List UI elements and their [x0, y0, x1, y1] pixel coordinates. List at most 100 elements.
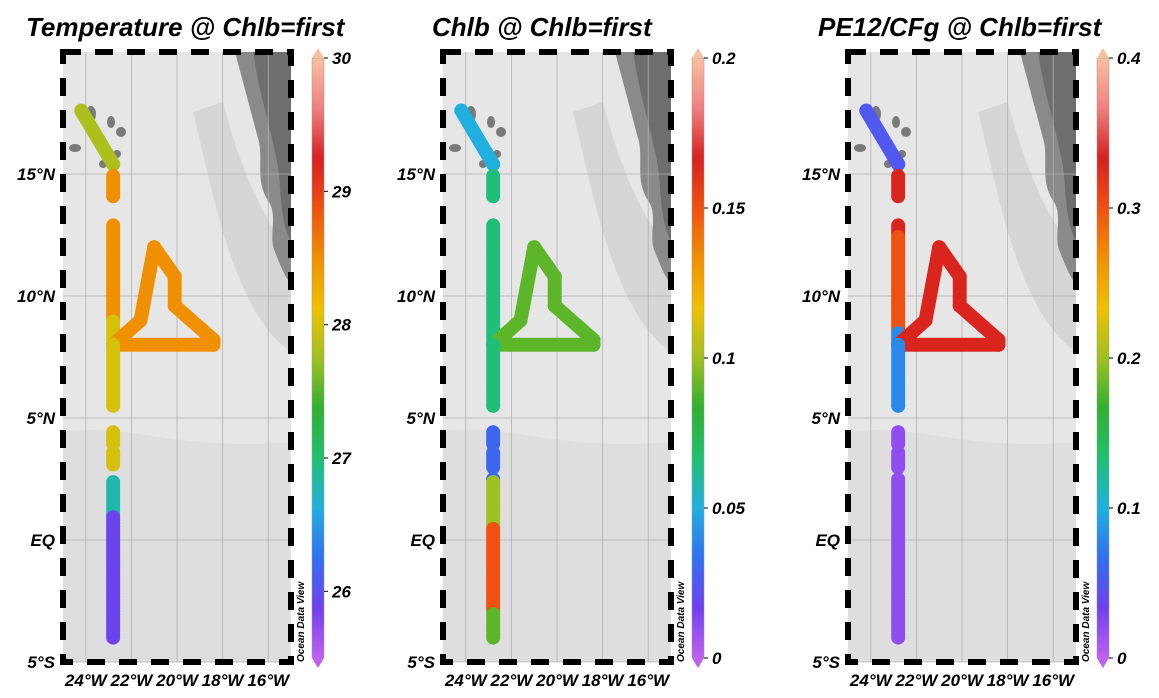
lat-tick-label: EQ [815, 531, 840, 550]
lon-tick-label: 24°W [849, 671, 894, 690]
track-point [106, 189, 121, 204]
colorbar-tick-label: 29 [331, 182, 351, 201]
track-point [106, 398, 121, 413]
track-point [486, 157, 501, 172]
lat-tick-label: 5°N [406, 409, 435, 428]
colorbar-gradient [311, 57, 325, 659]
colorbar-tick-label: 0.1 [1117, 499, 1141, 518]
track-point [891, 189, 906, 204]
panel-title: Chlb @ Chlb=first [432, 12, 653, 42]
colorbar-tick-label: 0.2 [1117, 349, 1141, 368]
panel-title: Temperature @ Chlb=first [26, 12, 346, 42]
lon-tick-label: 18°W [582, 671, 626, 690]
map-area: 15°N 10°N 5°N EQ 5°S 24°W 22°W 20°W 18°W 16°W [802, 49, 1079, 690]
colorbar: 0 0.1 0.2 0.3 0.4 [1096, 48, 1141, 668]
track-point [891, 157, 906, 172]
lon-tick-label: 20°W [155, 671, 200, 690]
colorbar-tick-label: 0.4 [1117, 49, 1141, 68]
map-frame [845, 49, 1079, 665]
colorbar: 26 27 28 29 30 [311, 48, 352, 668]
lon-tick-label: 20°W [535, 671, 580, 690]
track-point [486, 630, 501, 645]
lon-tick-label: 24°W [64, 671, 109, 690]
island [116, 127, 126, 137]
map-frame [60, 49, 294, 665]
colorbar: 0 0.05 0.1 0.15 0.2 [691, 48, 746, 668]
watermark-label: Ocean Data View [1081, 581, 1092, 662]
lat-tick-label: 5°S [407, 653, 435, 672]
bathymetry-shade [573, 102, 671, 352]
colorbar-tick-label: 28 [331, 316, 351, 335]
lat-tick-label: 10°N [17, 287, 56, 306]
colorbar-tick-label: 0.15 [712, 199, 746, 218]
coastline-land [633, 52, 671, 242]
colorbar-gradient [1096, 57, 1110, 659]
bathymetry-shade [193, 102, 291, 352]
lat-tick-label: 10°N [397, 287, 436, 306]
watermark-label: Ocean Data View [676, 581, 687, 662]
map-area: 15°N 10°N 5°N EQ 5°S 24°W 22°W 20°W 18°W 16°W [17, 49, 294, 690]
colorbar-tick-label: 0 [1117, 649, 1127, 668]
colorbar-gradient [691, 57, 705, 659]
track-point [891, 460, 906, 475]
lat-tick-label: 10°N [802, 287, 841, 306]
colorbar-tick-label: 30 [332, 49, 351, 68]
track-point [486, 398, 501, 413]
lon-tick-label: 16°W [247, 671, 291, 690]
colorbar-extend-top [1097, 48, 1109, 58]
watermark-label: Ocean Data View [296, 581, 307, 662]
island [892, 116, 900, 128]
lon-tick-label: 22°W [895, 671, 940, 690]
track-point [486, 189, 501, 204]
bathymetry-shade [978, 102, 1076, 352]
lat-tick-label: 5°N [26, 409, 55, 428]
coastline-land [253, 52, 291, 242]
colorbar-tick-label: 0 [712, 649, 722, 668]
panel-chlb: Chlb @ Chlb=first 15°N 10°N 5°N EQ 5°S 24°W 22… [397, 12, 746, 690]
island [449, 144, 461, 152]
lon-tick-label: 20°W [940, 671, 985, 690]
island [854, 144, 866, 152]
island [69, 144, 81, 152]
lat-tick-label: EQ [30, 531, 55, 550]
lat-tick-label: 15°N [802, 165, 841, 184]
colorbar-tick-label: 0.1 [712, 349, 736, 368]
colorbar-tick-label: 26 [331, 582, 351, 601]
panel-pe12-cfg: PE12/CFg @ Chlb=first 15°N 10°N 5°N EQ 5°S 24… [802, 12, 1141, 690]
lon-tick-label: 22°W [110, 671, 155, 690]
lat-tick-label: 15°N [17, 165, 56, 184]
lon-tick-label: 16°W [627, 671, 671, 690]
lat-tick-label: 5°N [811, 409, 840, 428]
lon-tick-label: 18°W [202, 671, 246, 690]
island [901, 127, 911, 137]
island [496, 127, 506, 137]
lon-tick-label: 16°W [1032, 671, 1076, 690]
lat-tick-label: 5°S [27, 653, 55, 672]
lat-tick-label: 5°S [812, 653, 840, 672]
track-point [106, 630, 121, 645]
lat-tick-label: EQ [410, 531, 435, 550]
colorbar-tick-label: 27 [331, 449, 352, 468]
lat-tick-label: 15°N [397, 165, 436, 184]
island [107, 116, 115, 128]
track-point [891, 398, 906, 413]
lon-tick-label: 18°W [987, 671, 1031, 690]
colorbar-tick-label: 0.3 [1117, 199, 1141, 218]
colorbar-extend-top [692, 48, 704, 58]
colorbar-extend-bottom [312, 658, 324, 668]
colorbar-extend-top [312, 48, 324, 58]
map-frame [440, 49, 674, 665]
lon-tick-label: 24°W [444, 671, 489, 690]
lon-tick-label: 22°W [490, 671, 535, 690]
track-point [106, 157, 121, 172]
map-area: 15°N 10°N 5°N EQ 5°S 24°W 22°W 20°W 18°W 16°W [397, 49, 674, 690]
coastline-land [1038, 52, 1076, 242]
track-point [106, 457, 121, 472]
colorbar-extend-bottom [1097, 658, 1109, 668]
colorbar-extend-bottom [692, 658, 704, 668]
island [487, 116, 495, 128]
track-point [891, 630, 906, 645]
panel-temperature: Temperature @ Chlb=first 15°N 10°N 5°N EQ 5°… [17, 12, 352, 690]
colorbar-tick-label: 0.05 [712, 499, 746, 518]
